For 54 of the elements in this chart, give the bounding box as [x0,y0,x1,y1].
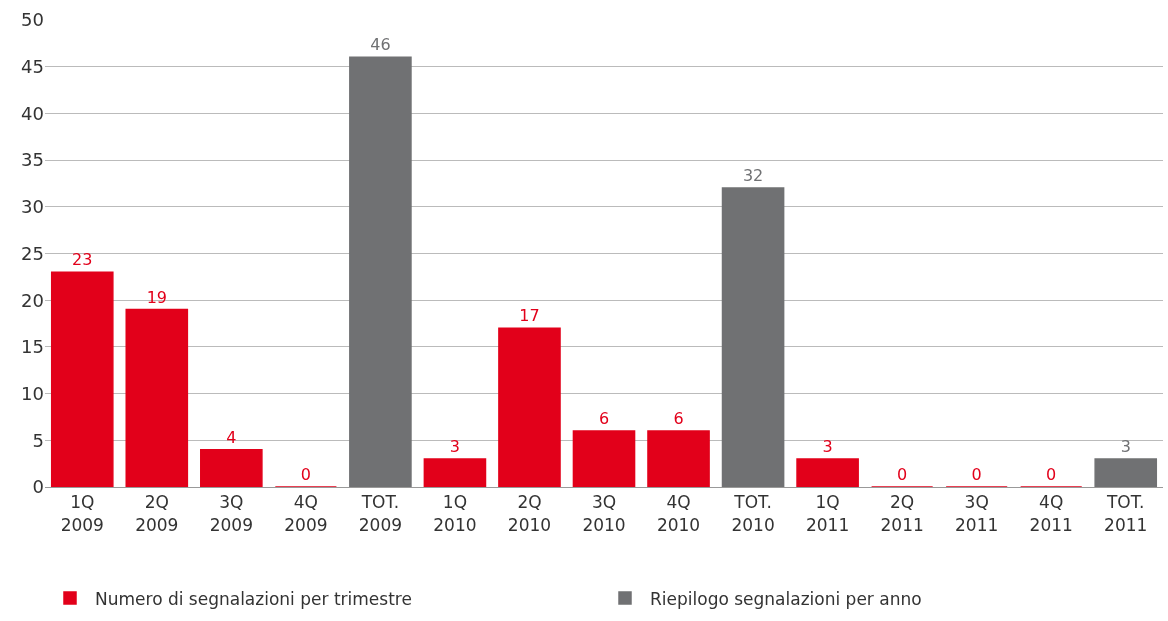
x-tick-label: 1Q 2010 [433,492,477,535]
data-label: 3 [449,436,461,456]
x-tick-label: 4Q 2009 [284,492,328,535]
data-label: 6 [673,408,684,428]
legend-label: Riepilogo segnalazioni per anno [650,588,922,609]
data-label: 6 [598,408,610,428]
data-label: 0 [1046,465,1057,484]
y-tick-label: 5 [32,429,44,451]
data-label: 0 [300,465,311,484]
x-tick-label: TOT. 2010 [731,492,775,535]
legend-label: Numero di segnalazioni per trimestre [95,588,412,609]
bar [796,458,859,487]
y-tick-label: 50 [21,9,44,31]
bar [349,56,412,487]
data-label: 17 [519,306,540,326]
y-tick-label: 35 [21,149,44,171]
x-tick-label: 1Q 2009 [60,492,104,535]
x-tick-label: 4Q 2010 [656,492,701,535]
x-tick-label: 3Q 2011 [955,492,999,535]
bar [721,187,785,487]
data-label: 19 [146,287,167,307]
bar [423,458,487,487]
y-tick-label: 45 [21,56,44,77]
data-label: 0 [897,465,908,484]
bar [647,430,710,487]
data-label: 4 [226,427,237,447]
data-label: 23 [72,250,93,270]
y-tick-label: 20 [21,289,44,311]
x-tick-label: 2Q 2010 [507,492,552,535]
x-tick-label: 2Q 2011 [880,492,924,535]
bar [498,327,561,487]
y-tick-label: 10 [21,382,44,404]
x-tick-label: TOT. 2011 [1104,492,1148,535]
bar [1094,458,1158,487]
data-label: 3 [822,436,833,456]
bar [200,448,263,487]
x-tick-label: 1Q 2011 [805,492,850,535]
x-tick-label: 3Q 2009 [209,492,253,535]
data-label: 46 [370,35,391,55]
bar [125,308,189,487]
data-label: 3 [1120,436,1131,456]
bar [50,271,114,487]
x-tick-label: 2Q 2009 [135,492,179,535]
x-tick-label: 4Q 2011 [1029,492,1073,535]
bar [572,430,636,487]
data-label: 0 [971,465,982,484]
data-label: 32 [742,166,764,186]
y-tick-label: 0 [32,476,44,498]
x-tick-label: 3Q 2010 [582,492,626,535]
y-tick-label: 15 [21,336,44,358]
y-tick-label: 25 [21,242,44,264]
y-tick-label: 30 [21,196,44,218]
x-tick-label: TOT. 2009 [358,492,403,535]
y-tick-label: 40 [21,102,44,124]
